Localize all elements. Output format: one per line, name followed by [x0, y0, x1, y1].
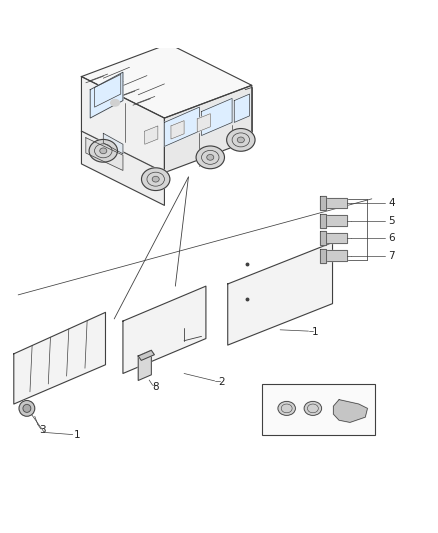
Ellipse shape: [196, 146, 224, 169]
Polygon shape: [320, 231, 326, 245]
Polygon shape: [326, 215, 347, 226]
Ellipse shape: [152, 176, 159, 182]
Ellipse shape: [237, 137, 244, 143]
Polygon shape: [228, 243, 332, 345]
Ellipse shape: [141, 168, 170, 190]
Text: 3: 3: [39, 425, 46, 435]
Polygon shape: [197, 114, 210, 132]
Polygon shape: [326, 251, 347, 261]
Polygon shape: [103, 133, 123, 154]
Circle shape: [23, 405, 31, 413]
Ellipse shape: [278, 401, 295, 415]
Polygon shape: [138, 350, 154, 360]
Polygon shape: [81, 77, 164, 173]
Text: 5: 5: [388, 216, 395, 225]
Polygon shape: [164, 107, 199, 147]
Polygon shape: [81, 131, 164, 205]
Text: 6: 6: [388, 233, 395, 243]
Text: 4: 4: [388, 198, 395, 208]
Polygon shape: [320, 248, 326, 263]
Text: 7: 7: [388, 251, 395, 261]
Polygon shape: [123, 286, 206, 374]
Text: 1: 1: [74, 430, 81, 440]
FancyBboxPatch shape: [262, 384, 375, 435]
Polygon shape: [171, 120, 184, 139]
Polygon shape: [320, 196, 326, 210]
Polygon shape: [333, 400, 367, 422]
Polygon shape: [320, 214, 326, 228]
Polygon shape: [326, 198, 347, 208]
Polygon shape: [234, 94, 250, 123]
Ellipse shape: [111, 100, 120, 106]
Polygon shape: [95, 75, 121, 107]
Polygon shape: [326, 233, 347, 244]
Polygon shape: [201, 99, 232, 135]
Polygon shape: [14, 312, 106, 404]
Circle shape: [19, 400, 35, 416]
Polygon shape: [86, 138, 123, 171]
Ellipse shape: [226, 128, 255, 151]
Polygon shape: [138, 350, 151, 381]
Polygon shape: [145, 126, 158, 144]
Polygon shape: [81, 44, 252, 118]
Ellipse shape: [304, 401, 321, 415]
Polygon shape: [90, 72, 123, 118]
Ellipse shape: [100, 148, 107, 154]
Polygon shape: [164, 85, 252, 173]
Text: 8: 8: [152, 382, 159, 392]
Text: 1: 1: [312, 327, 318, 337]
Ellipse shape: [89, 140, 117, 162]
Ellipse shape: [207, 155, 214, 160]
Text: 2: 2: [218, 377, 225, 387]
